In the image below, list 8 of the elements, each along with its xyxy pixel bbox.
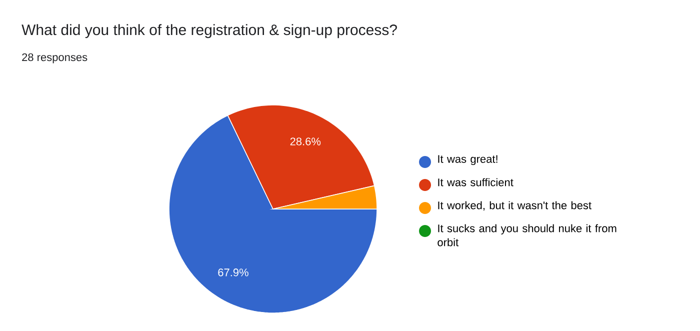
text: 28 responses (22, 53, 88, 64)
legend-label: It was great! (438, 155, 498, 166)
data-label: 67.9% (218, 268, 248, 276)
chart-title: What did you think of the registration & sign-up process? (22, 24, 397, 38)
legend-label: It was sufficient (438, 178, 514, 186)
data-label: 28.6% (290, 138, 321, 146)
legend-label: It sucks and you should nuke it from orbit (438, 224, 616, 246)
legend-label: It worked, but it wasn't the best (438, 201, 592, 211)
